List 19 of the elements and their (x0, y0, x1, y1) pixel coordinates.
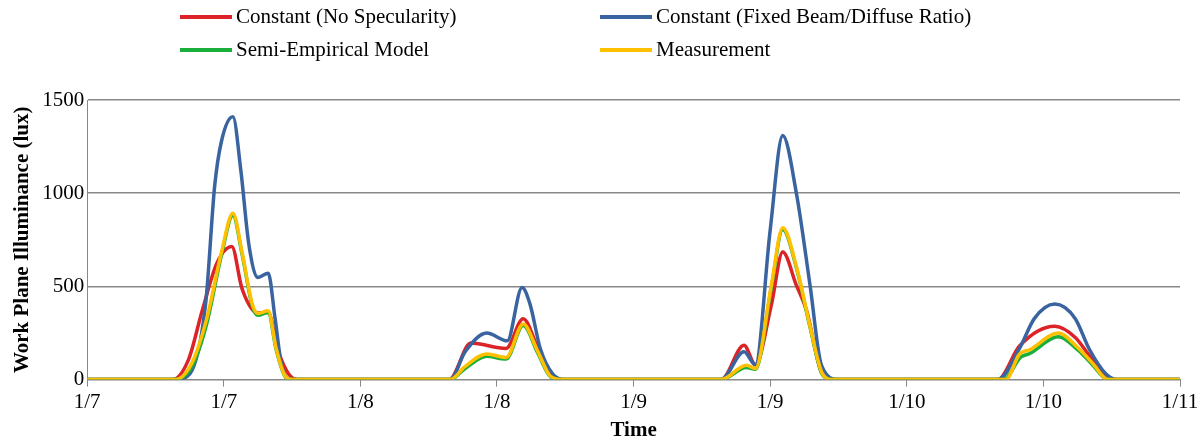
y-tick-label: 1000 (42, 179, 85, 204)
y-tick-label: 1500 (42, 86, 85, 111)
x-axis-title: Time (610, 416, 657, 441)
legend-label: Constant (Fixed Beam/Diffuse Ratio) (656, 4, 972, 29)
x-tick-label: 1/7 (210, 388, 238, 413)
x-tick-label: 1/7 (73, 388, 101, 413)
x-tick-label: 1/10 (888, 388, 926, 413)
x-tick-label: 1/9 (620, 388, 648, 413)
legend-label: Constant (No Specularity) (236, 4, 457, 29)
y-tick-label: 500 (52, 272, 85, 297)
y-axis-title: Work Plane Illuminance (lux) (9, 106, 34, 374)
legend-label: Measurement (656, 37, 771, 62)
y-tick-label: 0 (73, 366, 85, 391)
x-tick-label: 1/8 (346, 388, 374, 413)
x-tick-label: 1/10 (1024, 388, 1063, 413)
x-tick-label: 1/8 (483, 388, 511, 413)
x-tick-label: 1/11 (1161, 388, 1199, 413)
legend-label: Semi-Empirical Model (236, 37, 430, 62)
x-tick-label: 1/9 (756, 388, 784, 413)
